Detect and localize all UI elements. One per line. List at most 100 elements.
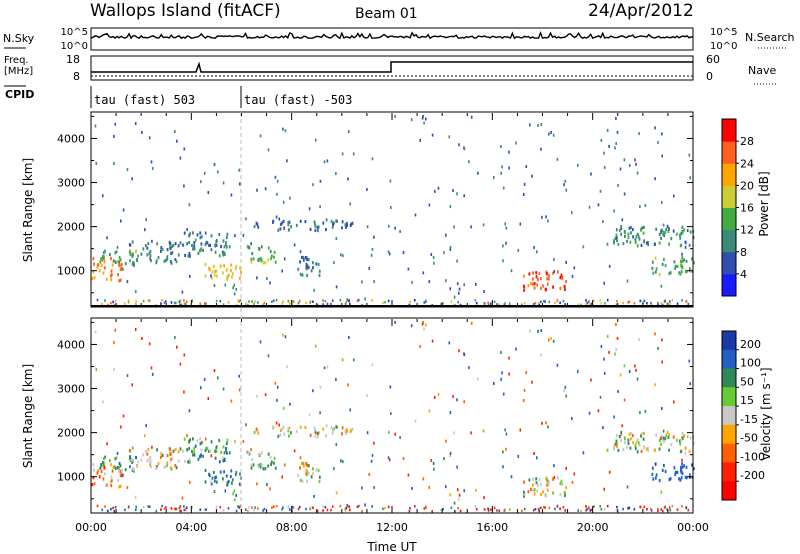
power-scatter-cell [422, 271, 425, 275]
velocity-cell-9 [658, 439, 661, 443]
velocity-cell-3 [208, 449, 210, 453]
velocity-cell-9 [624, 437, 626, 441]
power-cell-2 [170, 261, 173, 265]
velocity-scatter-cell [590, 378, 592, 382]
velocity-cell-8 [532, 483, 534, 487]
power-scatter-cell [501, 165, 503, 169]
velocity-scatter-cell [145, 424, 147, 428]
power-cell-10 [674, 264, 677, 268]
power-scatter-cell [602, 220, 604, 224]
power-ground-cell [671, 298, 674, 302]
power-cell-5 [260, 258, 263, 262]
velocity-scatter-cell [319, 411, 321, 415]
power-scatter-cell [183, 184, 185, 188]
velocity-cell-9 [636, 450, 639, 454]
power-cell-8 [542, 284, 544, 288]
velocity-cell-5 [273, 456, 276, 460]
velocity-ground-cell [124, 508, 126, 512]
power-cell-2 [131, 240, 134, 244]
power-cell-0 [92, 270, 95, 274]
power-cell-10 [654, 270, 657, 274]
velocity-scatter-cell [449, 453, 452, 457]
power-cell-10 [661, 262, 664, 266]
velocity-ground-cell [271, 506, 273, 509]
power-cell-4 [208, 266, 210, 270]
velocity-cell-3 [200, 441, 203, 445]
velocity-cell-9 [618, 434, 621, 439]
velocity-ground-cell [163, 507, 166, 510]
power-ground-cell [615, 303, 618, 306]
power-cell-10 [652, 271, 655, 275]
velocity-scatter-cell [203, 377, 206, 381]
velocity-scatter-cell [428, 486, 431, 490]
power-cell-9 [662, 230, 665, 234]
velocity-cell-9 [634, 444, 637, 448]
velocity-ground-cell [107, 509, 109, 513]
power-scatter-cell [500, 145, 502, 148]
power-scatter-cell [458, 143, 460, 147]
velocity-ground-cell [408, 509, 411, 513]
power-scatter-cell [323, 160, 326, 164]
power-scatter-cell [174, 130, 176, 133]
velocity-cell-6 [325, 434, 327, 438]
power-colorbar-segment [722, 185, 736, 208]
power-ground-cell [382, 301, 384, 305]
power-ground-cell [487, 301, 489, 304]
velocity-cell-7 [306, 463, 308, 467]
velocity-ground-cell [155, 509, 158, 513]
velocity-scatter-cell [217, 376, 219, 380]
power-scatter-cell [316, 226, 319, 230]
power-cell-5 [252, 257, 255, 261]
velocity-ground-cell [423, 507, 426, 510]
velocity-cell-2 [177, 459, 180, 463]
power-cell-9 [632, 235, 634, 239]
velocity-cell-9 [683, 434, 686, 438]
velocity-cell-9 [670, 443, 673, 447]
power-cell-10 [651, 266, 654, 270]
power-scatter-cell [347, 177, 349, 181]
velocity-cell-9 [647, 448, 650, 453]
power-ground-cell [616, 299, 618, 303]
velocity-cell-7 [299, 466, 301, 470]
velocity-cell-1 [102, 461, 104, 465]
power-ground-cell [179, 299, 182, 302]
velocity-scatter-cell [588, 411, 591, 415]
power-cell-8 [535, 271, 538, 275]
power-cell-8 [564, 287, 566, 291]
velocity-cell-9 [672, 435, 675, 439]
velocity-scatter-cell [468, 366, 470, 370]
velocity-cell-2 [166, 463, 169, 467]
velocity-scatter-cell [644, 409, 647, 413]
power-ground-cell [537, 302, 540, 305]
power-scatter-cell [282, 127, 284, 131]
power-scatter-cell [414, 213, 417, 217]
velocity-ground-cell [330, 508, 332, 512]
power-scatter-cell [453, 295, 456, 299]
velocity-cell-10 [674, 472, 677, 476]
power-scatter-cell [275, 215, 278, 219]
velocity-cell-8 [546, 488, 549, 492]
velocity-scatter-cell [434, 395, 436, 399]
power-cell-9 [681, 230, 684, 234]
velocity-scatter-cell [500, 377, 502, 381]
velocity-scatter-cell [689, 382, 691, 386]
power-cell-2 [174, 242, 177, 246]
power-cell-6 [277, 228, 280, 232]
velocity-cell-4 [226, 481, 229, 485]
power-colorbar-segment [722, 207, 736, 231]
velocity-cell-3 [226, 438, 229, 442]
power-cell-8 [531, 282, 534, 286]
velocity-cell-2 [171, 457, 174, 461]
power-ground-cell [142, 299, 145, 303]
velocity-cell-3 [228, 451, 231, 455]
power-cell-6 [290, 225, 292, 229]
power-colorbar-tick-label: 12 [740, 224, 754, 237]
power-ground-cell [585, 303, 587, 306]
power-cell-8 [545, 288, 547, 292]
velocity-cell-0 [121, 474, 123, 478]
velocity-cell-9 [654, 448, 656, 452]
power-cell-0 [93, 276, 96, 280]
velocity-cell-10 [658, 479, 661, 483]
velocity-scatter-cell [373, 441, 375, 445]
velocity-scatter-cell [341, 358, 344, 362]
